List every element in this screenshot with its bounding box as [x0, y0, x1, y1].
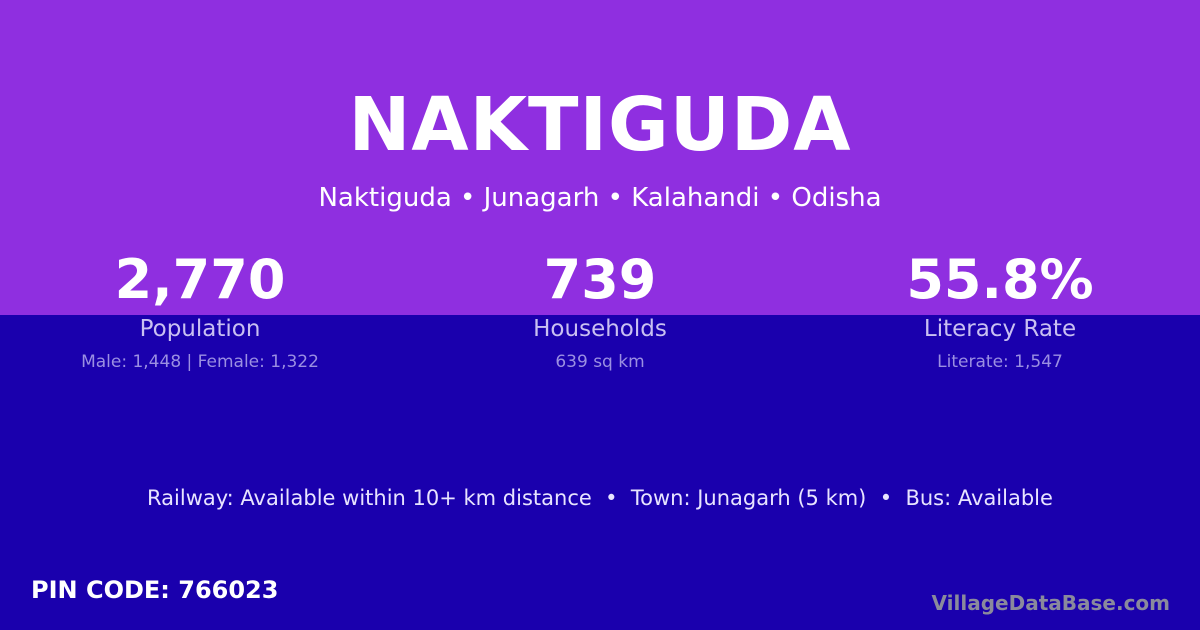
village-title: NAKTIGUDA	[348, 82, 852, 168]
transport-info: Railway: Available within 10+ km distanc…	[147, 486, 1053, 510]
stat-label: Literacy Rate	[923, 316, 1077, 342]
header-band	[0, 0, 1200, 315]
stat-literacy: 55.8% Literacy Rate Literate: 1,547	[800, 248, 1200, 372]
stat-population: 2,770 Population Male: 1,448 | Female: 1…	[0, 248, 400, 372]
stat-label: Households	[533, 316, 667, 342]
stat-households: 739 Households 639 sq km	[400, 248, 800, 372]
stat-detail: Male: 1,448 | Female: 1,322	[81, 352, 319, 372]
stat-detail: 639 sq km	[555, 352, 645, 372]
stat-label: Population	[139, 316, 261, 342]
stat-value: 2,770	[114, 248, 286, 311]
location-breadcrumb: Naktiguda • Junagarh • Kalahandi • Odish…	[318, 183, 882, 213]
watermark: VillageDataBase.com	[931, 591, 1170, 615]
stat-detail: Literate: 1,547	[937, 352, 1063, 372]
stat-value: 55.8%	[906, 248, 1094, 311]
stat-value: 739	[543, 248, 657, 311]
lower-band	[0, 315, 1200, 630]
pin-code: PIN CODE: 766023	[31, 576, 279, 604]
